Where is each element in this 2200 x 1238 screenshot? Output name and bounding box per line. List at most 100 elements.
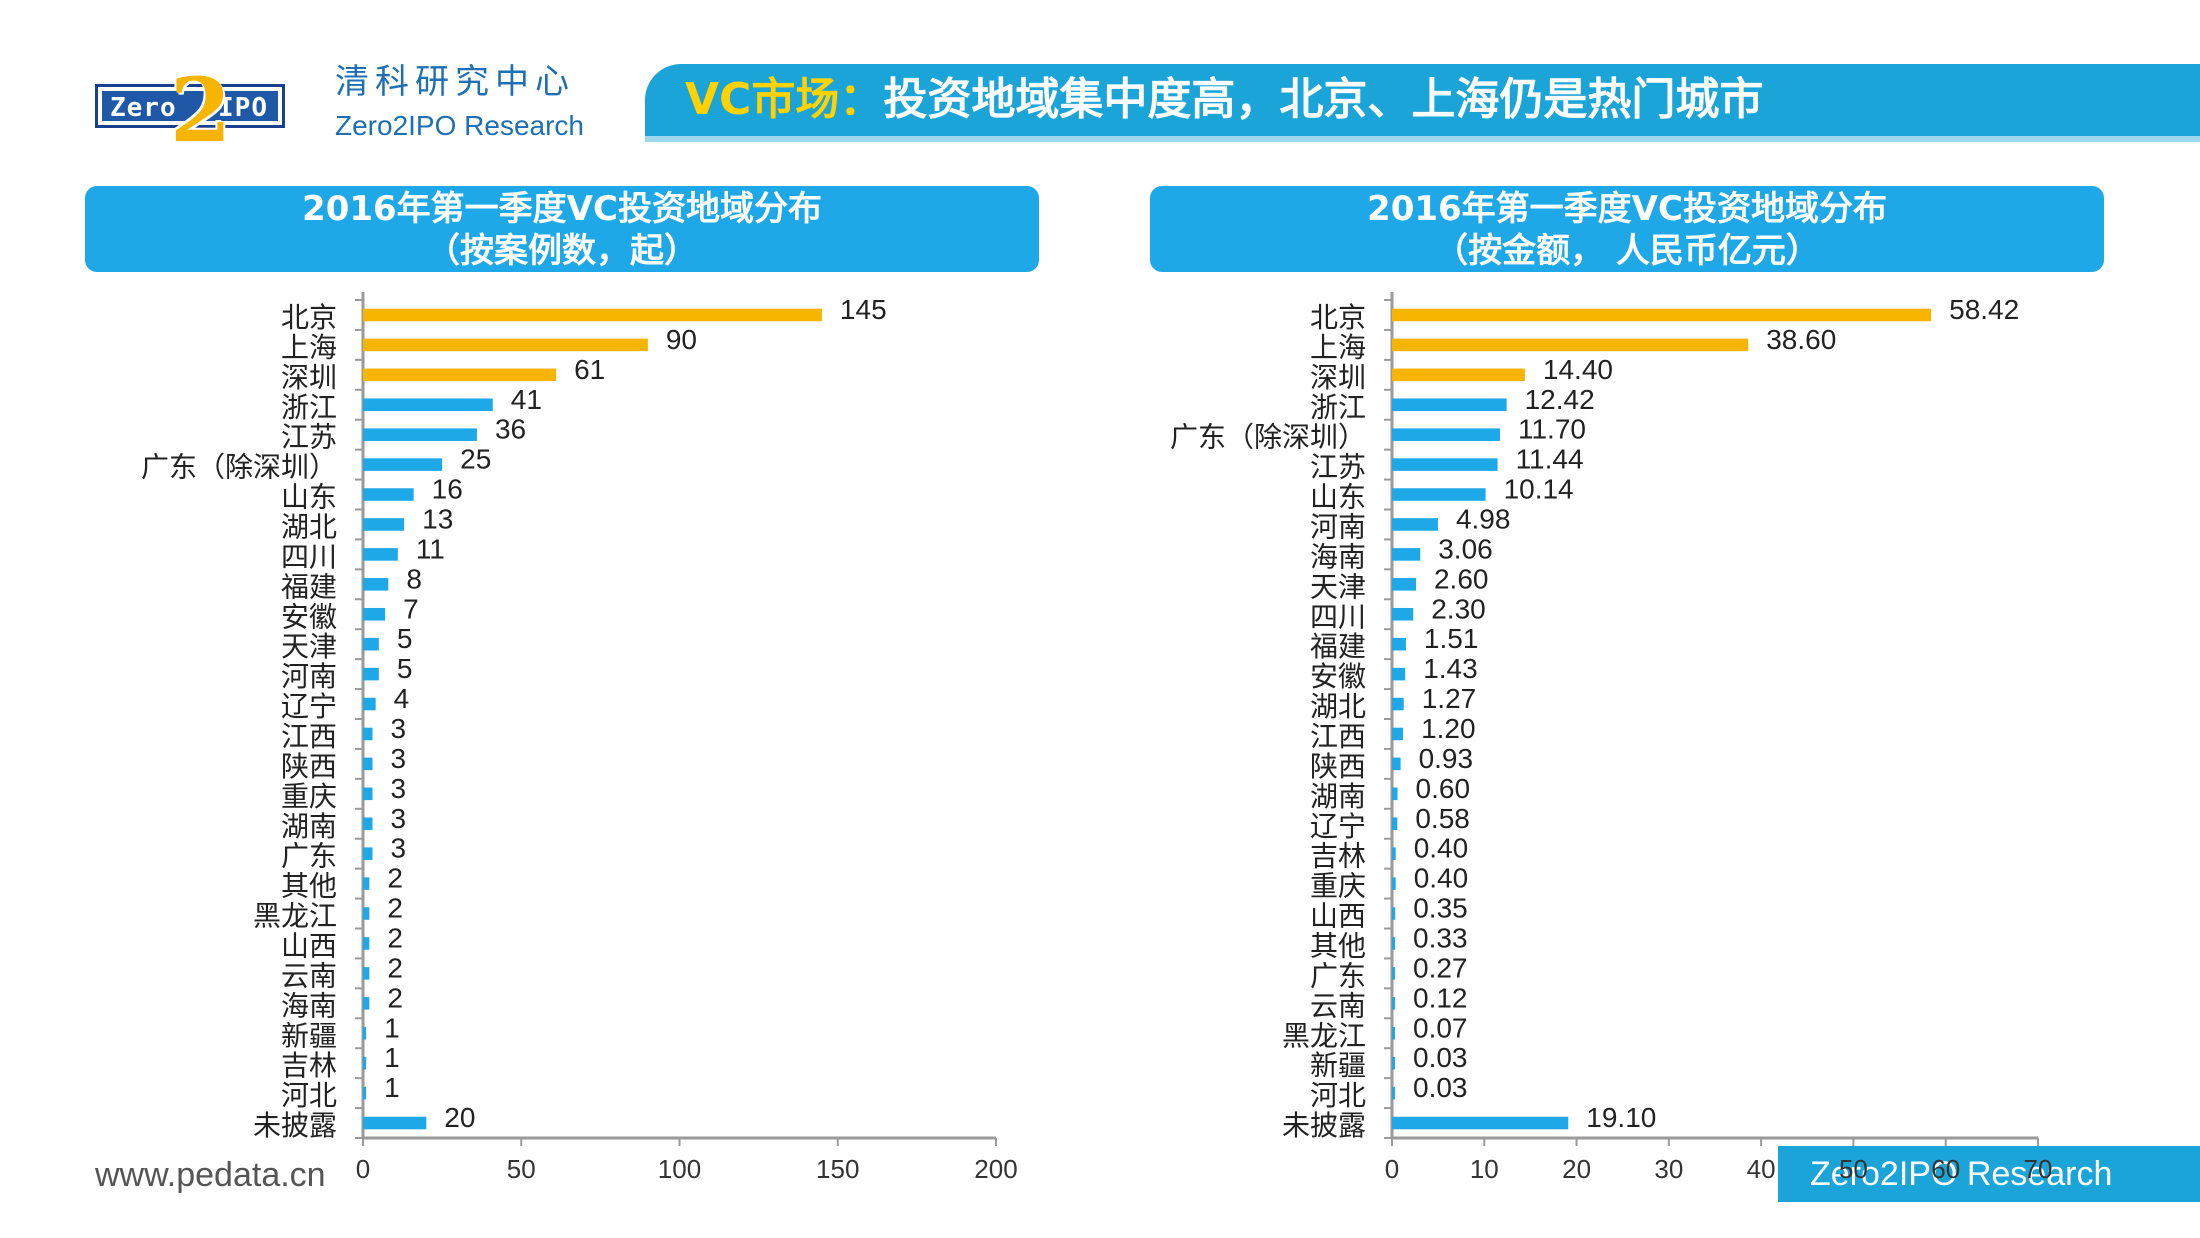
right-data-label: 11.44 [1516,444,1584,475]
footer-brand: Zero2IPO Research [1810,1155,2113,1193]
left-data-label: 2 [387,952,403,983]
right-category-label: 其他 [1310,929,1366,962]
right-bar [1392,1116,1569,1130]
right-category-label: 未披露 [1282,1109,1366,1142]
right-data-label: 1.20 [1421,713,1476,744]
right-category-label: 四川 [1310,600,1366,633]
left-category-label: 黑龙江 [253,900,337,933]
left-category-label: 辽宁 [281,690,337,723]
right-category-label: 深圳 [1310,361,1366,394]
left-bar [363,907,370,920]
brand-name-chinese: 清科研究中心 [335,62,575,102]
left-bar [363,667,379,681]
right-category-label: 山西 [1310,900,1366,933]
left-category-label: 河北 [281,1079,337,1112]
right-data-label: 0.07 [1413,1012,1468,1043]
right-bar [1392,398,1507,412]
right-bar [1392,518,1438,531]
left-bar [363,518,405,531]
logo-background: Zero IPO [102,91,278,123]
right-category-label: 浙江 [1310,391,1366,424]
right-category-label: 辽宁 [1310,810,1366,843]
right-data-label: 14.40 [1543,354,1613,385]
left-bar [363,578,389,591]
right-category-label: 上海 [1310,331,1366,364]
right-x-tick-label: 60 [1931,1154,1960,1184]
left-category-label: 山东 [281,481,337,514]
left-category-label: 湖南 [281,810,337,843]
right-bar [1392,1086,1395,1100]
left-category-label: 江苏 [281,421,337,454]
right-category-label: 重庆 [1310,870,1366,903]
right-x-tick-label: 40 [1747,1154,1776,1184]
right-bar [1392,637,1406,651]
left-bar [363,338,648,352]
left-bar [363,1026,367,1040]
left-bar [363,727,373,741]
left-data-label: 3 [390,743,406,774]
right-bar [1392,757,1401,771]
left-category-label: 北京 [281,301,337,334]
left-bar [363,398,493,412]
right-chart-title: 2016年第一季度VC投资地域分布 [1367,189,1887,229]
right-data-label: 19.10 [1586,1102,1656,1133]
left-bar [363,697,376,711]
right-data-label: 0.27 [1413,952,1468,983]
logo-text-right: IPO [218,93,268,123]
right-category-label: 北京 [1310,301,1366,334]
right-data-label: 0.12 [1413,982,1468,1013]
left-category-label: 江西 [281,720,337,753]
title-underline [645,136,2200,142]
left-category-label: 湖北 [281,510,337,543]
right-data-label: 0.60 [1416,773,1471,804]
right-data-label: 3.06 [1438,533,1493,564]
left-data-label: 11 [416,533,445,564]
right-bar [1392,548,1421,561]
left-x-tick-label: 200 [974,1154,1017,1184]
right-category-label: 江西 [1310,720,1366,753]
left-category-label: 重庆 [281,780,337,813]
right-category-label: 湖南 [1310,780,1366,813]
left-data-label: 8 [406,563,422,594]
right-category-label: 湖北 [1310,690,1366,723]
right-category-label: 天津 [1310,570,1366,603]
right-bar [1392,458,1498,471]
right-data-label: 10.14 [1504,474,1574,505]
left-bar [363,1086,367,1100]
left-category-label: 海南 [281,989,337,1022]
left-category-label: 山西 [281,929,337,962]
left-data-label: 41 [511,384,542,415]
left-data-label: 145 [840,294,887,325]
left-bar [363,787,373,801]
right-data-label: 0.33 [1413,922,1468,953]
left-chart-title: 2016年第一季度VC投资地域分布 [302,189,822,229]
footer-url: www.pedata.cn [95,1156,326,1194]
right-bar [1392,967,1395,980]
page-title-main: 投资地域集中度高，北京、上海仍是热门城市 [883,74,1764,125]
left-bar [363,308,822,322]
right-bar [1392,667,1406,681]
left-bar [363,428,477,441]
left-category-label: 四川 [281,540,337,573]
left-data-label: 36 [495,414,526,445]
left-category-label: 广东 [281,840,337,873]
left-category-label: 上海 [281,331,337,364]
right-data-label: 0.03 [1413,1072,1468,1103]
logo-text-left: Zero [110,93,177,123]
left-category-label: 天津 [281,630,337,663]
footer-band [1778,1146,2200,1202]
right-bar [1392,607,1414,621]
left-x-tick-label: 50 [507,1154,536,1184]
left-data-label: 25 [460,444,491,475]
right-category-label: 河南 [1310,510,1366,543]
right-category-label: 吉林 [1310,840,1366,873]
right-bar [1392,488,1486,501]
right-category-label: 山东 [1310,481,1366,514]
right-data-label: 1.43 [1423,653,1478,684]
right-x-tick-label: 10 [1470,1154,1499,1184]
right-data-label: 38.60 [1766,324,1836,355]
right-bar [1392,428,1500,441]
left-chart-header: 2016年第一季度VC投资地域分布 （按案例数，起） [85,186,1039,272]
